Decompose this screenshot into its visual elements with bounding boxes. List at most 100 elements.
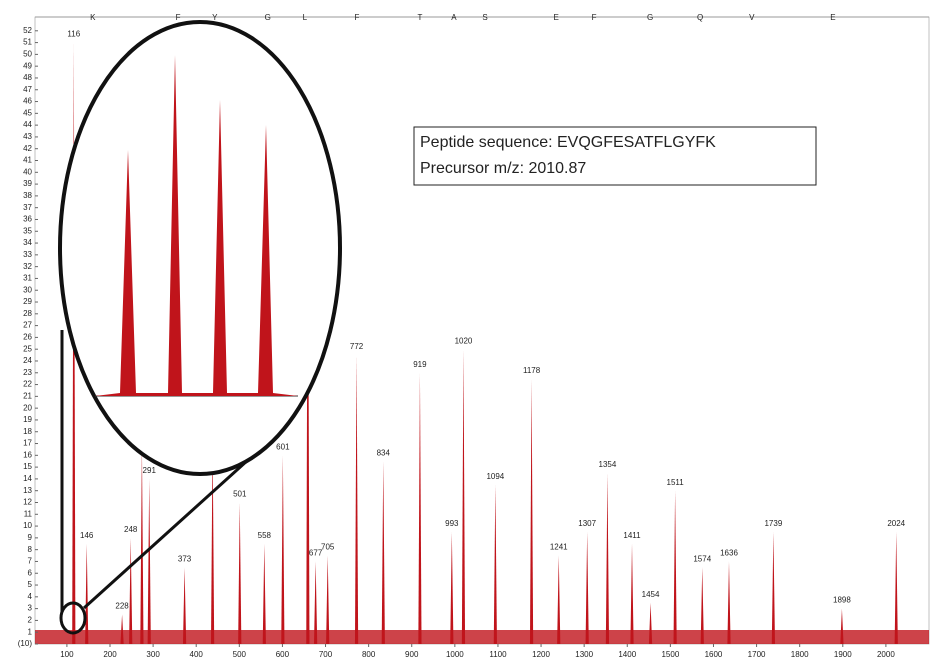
peak-label: 834 [377, 448, 391, 457]
peak-label: 601 [276, 442, 290, 451]
y-tick-label: 20 [23, 403, 32, 412]
peak-label: 558 [258, 531, 272, 540]
y-tick-label: 36 [23, 215, 32, 224]
peak-label: 705 [321, 543, 335, 552]
x-tick-label: 600 [276, 650, 290, 659]
y-tick-label: 4 [28, 592, 33, 601]
y-tick-label: 19 [23, 415, 32, 424]
x-tick-label: 1700 [748, 650, 766, 659]
annotation: Precursor m/z: 2010.87 [420, 160, 586, 177]
sequence-letter: F [176, 13, 181, 22]
x-tick-label: 400 [190, 650, 204, 659]
y-tick-label: 10 [23, 521, 32, 530]
y-tick-label: 2 [28, 616, 33, 625]
peak [450, 531, 454, 644]
y-tick-label: 38 [23, 191, 32, 200]
y-tick-label: 27 [23, 321, 32, 330]
peak-label: 1898 [833, 596, 851, 605]
x-tick-label: 700 [319, 650, 333, 659]
peak-label: 1739 [764, 519, 782, 528]
peak-label: 1094 [486, 472, 504, 481]
sequence-letter: V [749, 13, 755, 22]
y-tick-label: 24 [23, 356, 32, 365]
zoom-ellipse [58, 20, 342, 476]
y-tick-label: 40 [23, 167, 32, 176]
peak-label: 993 [445, 519, 459, 528]
peak [129, 537, 133, 644]
peak [326, 555, 330, 644]
peak [727, 561, 731, 644]
peak [700, 567, 704, 644]
y-tick-label: 23 [23, 368, 32, 377]
x-tick-label: 2000 [877, 650, 895, 659]
y-tick-label: 7 [28, 557, 33, 566]
x-tick-label: 1200 [532, 650, 550, 659]
peak-label: 2024 [887, 519, 905, 528]
peak [210, 437, 215, 644]
y-tick-label: 12 [23, 498, 32, 507]
peak [605, 473, 610, 644]
y-tick-label: 45 [23, 108, 32, 117]
peak-label: 1307 [578, 519, 596, 528]
peak [585, 531, 589, 644]
y-tick-label: 29 [23, 297, 32, 306]
peak-label: 373 [178, 554, 192, 563]
y-tick-label: 6 [28, 568, 33, 577]
peak-label: 1020 [455, 336, 473, 345]
y-tick-label: 25 [23, 344, 32, 353]
sequence-letter: A [451, 13, 457, 22]
peak-label: 248 [124, 525, 138, 534]
peak [147, 478, 151, 644]
peak-label: 1574 [693, 554, 711, 563]
peak-label: 1636 [720, 549, 738, 558]
sequence-letter: G [647, 13, 653, 22]
y-tick-label: 13 [23, 486, 32, 495]
sequence-letter: Q [697, 13, 703, 22]
y-tick-label: 1 [28, 627, 33, 636]
y-tick-label: 47 [23, 85, 32, 94]
y-tick-label: 5 [28, 580, 33, 589]
y-tick-label: 42 [23, 144, 32, 153]
peak-label: 228 [115, 602, 129, 611]
x-tick-label: 800 [362, 650, 376, 659]
peak-label: 1454 [642, 590, 660, 599]
y-tick-label: 18 [23, 427, 32, 436]
peak [354, 355, 359, 644]
y-tick-label: 50 [23, 49, 32, 58]
peak [85, 543, 89, 644]
y-tick-label: 32 [23, 262, 32, 271]
sequence-letter: F [355, 13, 360, 22]
noise-baseline [35, 630, 929, 644]
peak-label: 1241 [550, 543, 568, 552]
y-tick-label: 46 [23, 97, 32, 106]
sequence-letter: S [482, 13, 487, 22]
y-tick-label: 48 [23, 73, 32, 82]
peak [894, 531, 898, 644]
y-tick-label: 37 [23, 203, 32, 212]
y-tick-label: 9 [28, 533, 33, 542]
x-tick-label: 1600 [705, 650, 723, 659]
peak [140, 443, 144, 644]
peak-label: 1511 [667, 478, 685, 487]
sequence-letter: K [90, 13, 96, 22]
y-tick-label: 26 [23, 333, 32, 342]
y-tick-label: 17 [23, 439, 32, 448]
zoom-line [82, 458, 250, 610]
peak [461, 349, 466, 644]
sequence-letter: F [592, 13, 597, 22]
y-tick-label: 43 [23, 132, 32, 141]
peak-label: 919 [413, 360, 427, 369]
peak [120, 614, 124, 644]
x-tick-label: 100 [60, 650, 74, 659]
y-tick-label: 3 [28, 604, 33, 613]
zoom-circle [59, 601, 87, 635]
peak [673, 490, 677, 644]
annotation-box [413, 126, 817, 186]
x-tick-label: 1800 [791, 650, 809, 659]
sequence-letter: E [830, 13, 835, 22]
peak-label: 677 [309, 549, 323, 558]
sequence-letter: Y [212, 13, 218, 22]
peak-label: 501 [233, 490, 247, 499]
peak [771, 531, 775, 644]
peak-label: 291 [143, 466, 157, 475]
